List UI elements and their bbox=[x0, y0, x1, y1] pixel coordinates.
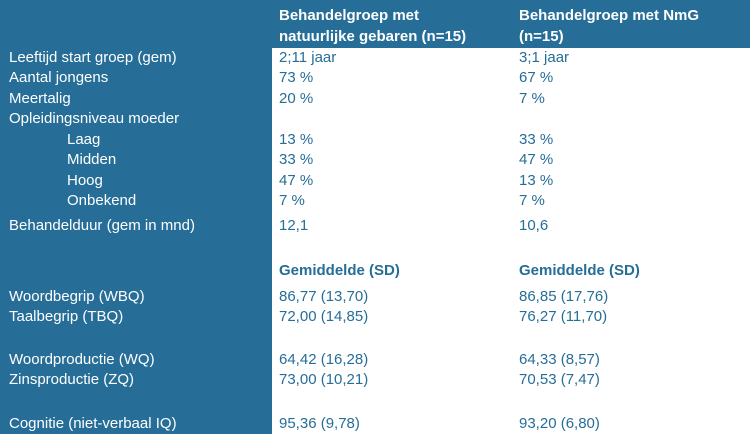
group1-value: 72,00 (14,85) bbox=[279, 308, 369, 325]
table-row: Aantal jongens 73 % 67 % bbox=[0, 67, 750, 88]
table-row: Meertalig 20 % 7 % bbox=[0, 88, 750, 109]
group1-value: 64,42 (16,28) bbox=[279, 351, 369, 368]
table-row: Gemiddelde (SD) Gemiddelde (SD) bbox=[0, 260, 750, 281]
row-label: Midden bbox=[67, 151, 117, 168]
table-row: Opleidingsniveau moeder bbox=[0, 108, 750, 129]
row-label: Hoog bbox=[67, 172, 103, 189]
row-label: Meertalig bbox=[9, 90, 71, 107]
header-band bbox=[0, 0, 750, 48]
row-label: Cognitie (niet-verbaal IQ) bbox=[9, 415, 177, 432]
group2-value: 13 % bbox=[519, 172, 554, 189]
row-label: Woordproductie (WQ) bbox=[9, 351, 155, 368]
row-label: Woordbegrip (WBQ) bbox=[9, 288, 145, 305]
group2-value: 93,20 (6,80) bbox=[519, 415, 600, 432]
group1-subheader: Gemiddelde (SD) bbox=[279, 262, 400, 279]
group1-value: 73,00 (10,21) bbox=[279, 371, 369, 388]
header-group1: Behandelgroep met natuurlijke gebaren (n… bbox=[279, 7, 467, 45]
table-row: Midden 33 % 47 % bbox=[0, 149, 750, 170]
table-row: Woordproductie (WQ) 64,42 (16,28) 64,33 … bbox=[0, 349, 750, 370]
group1-value: 20 % bbox=[279, 90, 314, 107]
group1-value: 95,36 (9,78) bbox=[279, 415, 360, 432]
table-row: Onbekend 7 % 7 % bbox=[0, 190, 750, 211]
group1-value: 86,77 (13,70) bbox=[279, 288, 369, 305]
values-area bbox=[272, 48, 750, 434]
table-row: Hoog 47 % 13 % bbox=[0, 170, 750, 191]
group2-value: 70,53 (7,47) bbox=[519, 371, 600, 388]
group1-value: 47 % bbox=[279, 172, 314, 189]
group1-value: 13 % bbox=[279, 131, 314, 148]
group2-value: 76,27 (11,70) bbox=[519, 308, 608, 325]
group2-value: 7 % bbox=[519, 90, 545, 107]
group2-value: 3;1 jaar bbox=[519, 49, 570, 66]
row-label: Taalbegrip (TBQ) bbox=[9, 308, 124, 325]
table-row: Cognitie (niet-verbaal IQ) 95,36 (9,78) … bbox=[0, 413, 750, 434]
table-row: Behandelduur (gem in mnd) 12,1 10,6 bbox=[0, 215, 750, 236]
group2-value: 86,85 (17,76) bbox=[519, 288, 609, 305]
group2-value: 47 % bbox=[519, 151, 554, 168]
row-label: Behandelduur (gem in mnd) bbox=[9, 217, 195, 234]
row-label: Zinsproductie (ZQ) bbox=[9, 371, 135, 388]
row-label: Leeftijd start groep (gem) bbox=[9, 49, 177, 66]
group2-value: 7 % bbox=[519, 192, 545, 209]
table-row: Taalbegrip (TBQ) 72,00 (14,85) 76,27 (11… bbox=[0, 306, 750, 327]
group1-value: 2;11 jaar bbox=[279, 49, 337, 66]
group2-subheader: Gemiddelde (SD) bbox=[519, 262, 640, 279]
row-label: Aantal jongens bbox=[9, 69, 109, 86]
group1-value: 33 % bbox=[279, 151, 314, 168]
row-label: Opleidingsniveau moeder bbox=[9, 110, 180, 127]
row-label: Onbekend bbox=[67, 192, 137, 209]
group1-value: 73 % bbox=[279, 69, 314, 86]
group1-value: 7 % bbox=[279, 192, 305, 209]
table-row: Leeftijd start groep (gem) 2;11 jaar 3;1… bbox=[0, 47, 750, 68]
label-column-band bbox=[0, 48, 272, 434]
group2-value: 33 % bbox=[519, 131, 554, 148]
header-group2: Behandelgroep met NmG (n=15) bbox=[519, 7, 700, 45]
group2-value: 10,6 bbox=[519, 217, 549, 234]
row-label: Laag bbox=[67, 131, 101, 148]
group2-value: 67 % bbox=[519, 69, 554, 86]
table-row: Woordbegrip (WBQ) 86,77 (13,70) 86,85 (1… bbox=[0, 286, 750, 307]
group2-value: 64,33 (8,57) bbox=[519, 351, 600, 368]
group1-value: 12,1 bbox=[279, 217, 309, 234]
table-row: Laag 13 % 33 % bbox=[0, 129, 750, 150]
table-row: Zinsproductie (ZQ) 73,00 (10,21) 70,53 (… bbox=[0, 369, 750, 390]
